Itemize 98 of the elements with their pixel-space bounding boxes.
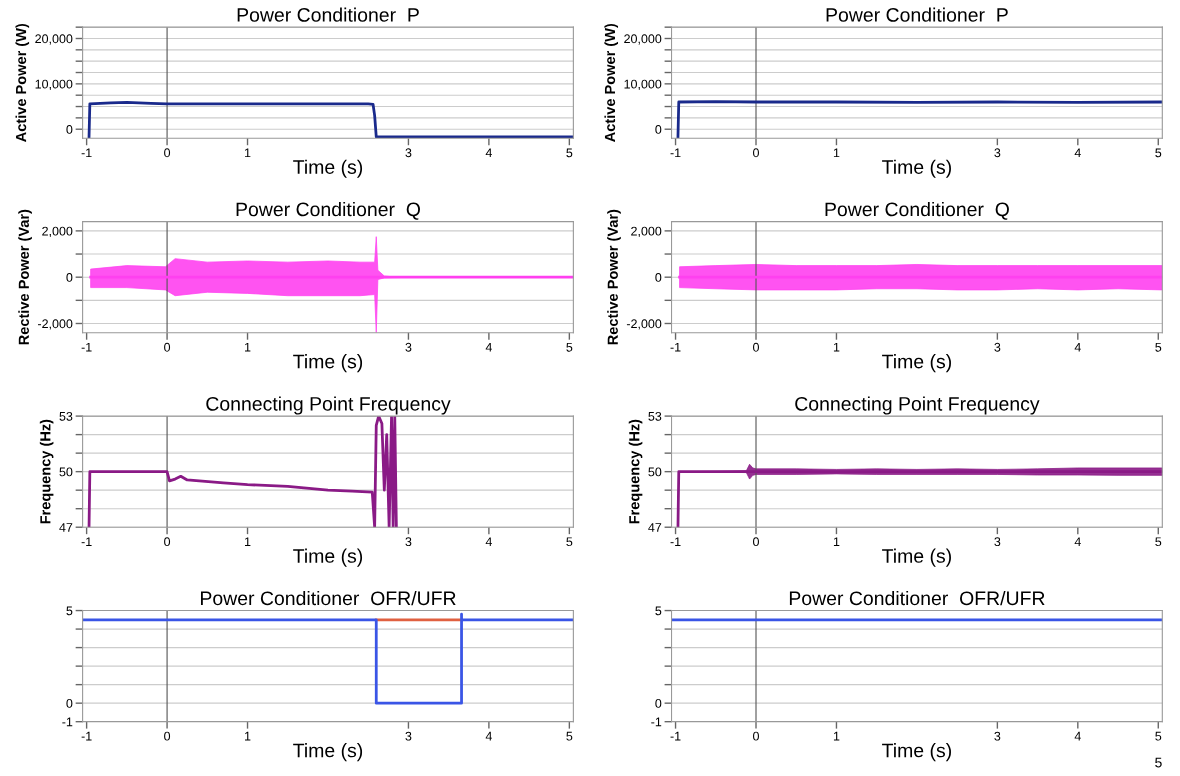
x-tick-label: -1 xyxy=(81,731,92,741)
x-tick-label: 3 xyxy=(994,342,1001,352)
y-tick-label: 53 xyxy=(59,411,73,421)
line-series xyxy=(87,101,574,139)
y-tick-label: 2,000 xyxy=(631,226,662,238)
y-tick-label: 47 xyxy=(648,523,662,532)
y-tick-label: 47 xyxy=(59,523,73,532)
x-tick-label: 5 xyxy=(566,342,573,352)
x-tick-label: 5 xyxy=(1155,148,1162,158)
text: 5 xyxy=(1155,757,1162,768)
y-tick-label: 2,000 xyxy=(42,226,73,238)
x-tick-label: -1 xyxy=(81,537,92,546)
y-tick-label: 0 xyxy=(66,272,73,282)
x-tick-label: -1 xyxy=(81,342,92,352)
y-tick-label: 20,000 xyxy=(624,34,662,45)
y-axis-title: Rective Power (Var) xyxy=(607,209,621,345)
x-tick-label: -1 xyxy=(670,148,681,158)
x-tick-label: 5 xyxy=(1155,342,1162,352)
x-axis-title: Time (s) xyxy=(293,159,363,178)
x-tick-label: 4 xyxy=(1074,148,1081,158)
y-tick-label: -1 xyxy=(651,717,662,727)
x-tick-label: 3 xyxy=(994,148,1001,158)
x-tick-label: 5 xyxy=(1155,731,1162,741)
x-tick-label: 0 xyxy=(164,148,171,158)
x-tick-label: -1 xyxy=(670,731,681,741)
x-tick-label: 3 xyxy=(994,731,1001,741)
y-tick-label: -2,000 xyxy=(626,319,662,330)
x-tick-label: 3 xyxy=(405,537,412,547)
chart-title: Power Conditioner Q xyxy=(825,201,1009,220)
x-axis-title: Time (s) xyxy=(293,548,363,567)
x-axis-title: Time (s) xyxy=(882,548,951,567)
y-tick-label: 20,000 xyxy=(35,34,73,45)
x-tick-label: 0 xyxy=(753,148,759,158)
x-tick-label: 3 xyxy=(405,148,412,158)
x-axis-title: Time (s) xyxy=(882,743,951,762)
y-tick-label: 0 xyxy=(655,272,662,282)
x-tick-label: 4 xyxy=(1074,342,1081,352)
x-axis-title: Time (s) xyxy=(882,159,951,178)
x-tick-label: 0 xyxy=(753,342,759,352)
x-tick-label: 1 xyxy=(245,342,251,352)
y-tick-label: 10,000 xyxy=(624,79,662,90)
x-tick-label: 1 xyxy=(833,537,840,546)
x-tick-label: 1 xyxy=(833,342,840,352)
x-tick-label: 1 xyxy=(245,731,251,741)
y-axis-title: Rective Power (Var) xyxy=(18,209,32,345)
x-tick-label: 4 xyxy=(485,537,493,546)
line-series xyxy=(676,100,1163,139)
x-axis-title: Time (s) xyxy=(293,743,363,762)
y-tick-label: -2,000 xyxy=(37,319,73,330)
x-tick-label: 5 xyxy=(566,731,573,741)
x-tick-label: -1 xyxy=(670,342,681,352)
x-tick-label: 1 xyxy=(833,148,840,158)
x-tick-label: 4 xyxy=(1074,537,1081,546)
y-tick-label: 5 xyxy=(655,606,662,616)
x-axis-title: Time (s) xyxy=(882,354,951,373)
x-tick-label: 4 xyxy=(485,731,493,741)
y-tick-label: -1 xyxy=(62,717,73,727)
x-tick-label: 0 xyxy=(164,537,171,547)
x-tick-label: 3 xyxy=(994,537,1001,547)
y-tick-label: 53 xyxy=(648,411,662,421)
x-tick-label: 0 xyxy=(753,731,759,741)
y-tick-label: 10,000 xyxy=(35,79,73,90)
y-tick-label: 50 xyxy=(59,467,73,477)
x-tick-label: -1 xyxy=(81,148,92,158)
chart-title: Power Conditioner OFR/UFR xyxy=(789,590,1045,606)
x-tick-label: 5 xyxy=(566,537,573,547)
y-axis-title: Frequency (Hz) xyxy=(39,419,54,524)
chart-title: Connecting Point Frequency xyxy=(206,396,451,415)
line-series xyxy=(87,416,398,528)
x-tick-label: 1 xyxy=(245,537,251,546)
chart-title: Power Conditioner P xyxy=(237,7,419,22)
y-axis-title: Active Power (W) xyxy=(15,23,30,142)
x-tick-label: 0 xyxy=(164,731,171,741)
x-tick-label: -1 xyxy=(670,537,681,546)
x-tick-label: 0 xyxy=(753,537,759,547)
y-tick-label: 50 xyxy=(648,467,662,477)
y-tick-label: 0 xyxy=(66,698,73,708)
x-tick-label: 1 xyxy=(833,731,840,741)
chart-title: Power Conditioner P xyxy=(826,7,1008,22)
x-tick-label: 3 xyxy=(405,342,412,352)
y-tick-label: 0 xyxy=(66,125,73,134)
chart-title: Connecting Point Frequency xyxy=(795,396,1040,415)
y-tick-label: 0 xyxy=(655,698,662,708)
x-tick-label: 5 xyxy=(566,148,573,158)
y-tick-label: 0 xyxy=(655,125,662,134)
x-tick-label: 4 xyxy=(485,148,493,158)
y-tick-label: 5 xyxy=(66,606,73,616)
x-tick-label: 1 xyxy=(245,148,251,158)
chart-title: Power Conditioner Q xyxy=(236,201,421,220)
x-tick-label: 4 xyxy=(485,342,493,352)
x-axis-title: Time (s) xyxy=(293,354,363,373)
chart-title: Power Conditioner OFR/UFR xyxy=(201,590,456,606)
x-tick-label: 5 xyxy=(1155,537,1162,547)
y-axis-title: Frequency (Hz) xyxy=(628,419,643,524)
x-tick-label: 3 xyxy=(405,731,412,741)
x-tick-label: 0 xyxy=(164,342,171,352)
x-tick-label: 4 xyxy=(1074,731,1081,741)
y-axis-title: Active Power (W) xyxy=(604,23,619,142)
